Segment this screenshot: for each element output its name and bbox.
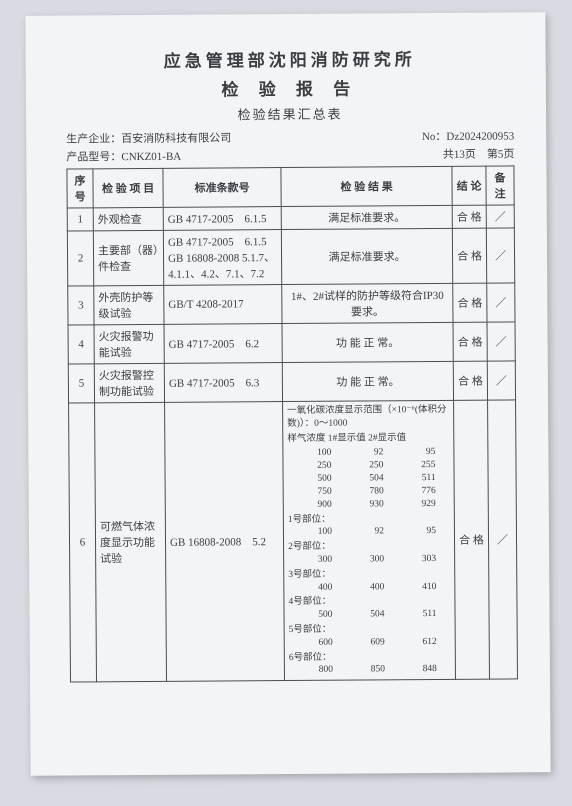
cell-remark: ／ xyxy=(486,205,514,228)
cell-item: 主要部（器）件检查 xyxy=(93,230,163,285)
cell-item: 可燃气体浓度显示功能试验 xyxy=(95,402,167,682)
model-value: CNKZ01-BA xyxy=(121,151,181,163)
row6-section-label: 4号部位： xyxy=(288,595,450,609)
row6-data-line: 750780776 xyxy=(288,485,450,499)
cell-remark: ／ xyxy=(486,228,514,283)
table-row: 3外壳防护等级试验GB/T 4208-20171#、2#试样的防护等级符合IP3… xyxy=(68,283,515,325)
cell-std: GB/T 4208-2017 xyxy=(164,285,282,325)
cell-std: GB 4717-2005 6.3 xyxy=(164,363,282,403)
row6-data-line: 1009295 xyxy=(288,525,450,539)
row6-section-label: 2号部位： xyxy=(288,540,450,554)
cell-item: 火灾报警功能试验 xyxy=(94,324,164,363)
org-title: 应急管理部沈阳消防研究所 xyxy=(66,44,514,72)
page-content: 应急管理部沈阳消防研究所 检 验 报 告 检验结果汇总表 生产企业：百安消防科技… xyxy=(25,12,550,703)
col-std: 标准条款号 xyxy=(163,168,281,208)
cell-std: GB 4717-2005 6.1.5GB 16808-2008 5.1.7、4.… xyxy=(163,230,281,286)
cell-idx: 1 xyxy=(67,208,93,231)
col-con: 结 论 xyxy=(452,166,486,205)
row6-result-block: 一氧化碳浓度显示范围（×10⁻⁶(体积分数)）：0～1000样气浓度 1#显示值… xyxy=(287,404,451,677)
col-rem: 备注 xyxy=(486,166,514,205)
col-item: 检 验 项 目 xyxy=(93,168,163,207)
cell-result: 1#、2#试样的防护等级符合IP30要求。 xyxy=(282,283,453,323)
cell-item: 外壳防护等级试验 xyxy=(94,285,164,324)
row6-section-label: 5号部位： xyxy=(289,623,451,637)
cell-remark: ／ xyxy=(487,322,515,361)
meta-row-2: 产品型号：CNKZ01-BA 共13页 第5页 xyxy=(66,145,514,164)
col-idx: 序号 xyxy=(67,169,93,208)
row6-data-line: 250250255 xyxy=(287,459,449,473)
cell-idx: 5 xyxy=(68,364,94,403)
cell-remark: ／ xyxy=(487,361,515,400)
row6-section-label: 3号部位： xyxy=(288,568,450,582)
cell-idx: 4 xyxy=(68,325,94,364)
table-row: 5火灾报警控制功能试验GB 4717-2005 6.3功 能 正 常。合 格／ xyxy=(68,361,515,403)
col-res: 检 验 结 果 xyxy=(281,166,452,206)
cell-conclusion: 合 格 xyxy=(453,322,487,361)
cell-result: 满足标准要求。 xyxy=(281,205,452,229)
cell-idx: 2 xyxy=(67,231,93,286)
table-header-row: 序号 检 验 项 目 标准条款号 检 验 结 果 结 论 备注 xyxy=(67,166,514,208)
table-row: 2主要部（器）件检查GB 4717-2005 6.1.5GB 16808-200… xyxy=(67,228,514,286)
cell-item: 外观检查 xyxy=(93,207,163,230)
pages-value: 共13页 第5页 xyxy=(443,148,515,160)
report-title: 检 验 报 告 xyxy=(66,73,514,101)
model-label: 产品型号： xyxy=(66,151,121,163)
cell-conclusion: 合 格 xyxy=(452,228,486,283)
cell-conclusion: 合 格 xyxy=(453,361,487,400)
table-body: 1外观检查GB 4717-2005 6.1.5满足标准要求。合 格／2主要部（器… xyxy=(67,205,517,682)
report-subtitle: 检验结果汇总表 xyxy=(66,102,514,124)
row6-data-line: 400400410 xyxy=(288,580,450,594)
cell-result: 满足标准要求。 xyxy=(281,228,452,284)
meta-row-1: 生产企业：百安消防科技有限公司 No：Dz2024200953 xyxy=(66,127,514,146)
table-row: 6可燃气体浓度显示功能试验GB 16808-2008 5.2一氧化碳浓度显示范围… xyxy=(69,400,518,682)
cell-result: 一氧化碳浓度显示范围（×10⁻⁶(体积分数)）：0～1000样气浓度 1#显示值… xyxy=(283,400,456,680)
scanned-page: 应急管理部沈阳消防研究所 检 验 报 告 检验结果汇总表 生产企业：百安消防科技… xyxy=(25,12,550,776)
row6-intro1: 一氧化碳浓度显示范围（×10⁻⁶(体积分数)）：0～1000 xyxy=(287,404,449,431)
row6-data-line: 600609612 xyxy=(289,636,451,650)
cell-conclusion: 合 格 xyxy=(454,400,490,679)
cell-std: GB 4717-2005 6.1.5 xyxy=(163,207,281,231)
cell-conclusion: 合 格 xyxy=(453,283,487,322)
cell-std: GB 4717-2005 6.2 xyxy=(164,324,282,364)
row6-data-line: 500504511 xyxy=(288,472,450,486)
row6-section-label: 1号部位： xyxy=(288,512,450,526)
cell-result: 功 能 正 常。 xyxy=(282,361,453,401)
cell-item: 火灾报警控制功能试验 xyxy=(94,363,164,402)
row6-data-line: 800850848 xyxy=(289,663,451,677)
cell-conclusion: 合 格 xyxy=(452,205,486,228)
cell-remark: ／ xyxy=(488,400,518,679)
maker-value: 百安消防科技有限公司 xyxy=(121,132,231,145)
maker-label: 生产企业： xyxy=(66,133,121,145)
cell-remark: ／ xyxy=(487,283,515,322)
cell-std: GB 16808-2008 5.2 xyxy=(165,402,285,682)
row6-intro2: 样气浓度 1#显示值 2#显示值 xyxy=(287,432,449,446)
table-row: 1外观检查GB 4717-2005 6.1.5满足标准要求。合 格／ xyxy=(67,205,514,231)
row6-data-line: 900930929 xyxy=(288,498,450,512)
cell-result: 功 能 正 常。 xyxy=(282,322,453,362)
results-table: 序号 检 验 项 目 标准条款号 检 验 结 果 结 论 备注 1外观检查GB … xyxy=(66,165,518,682)
docno-label: No： xyxy=(422,131,447,143)
table-row: 4火灾报警功能试验GB 4717-2005 6.2功 能 正 常。合 格／ xyxy=(68,322,515,364)
row6-section-label: 6号部位： xyxy=(289,650,451,664)
cell-idx: 3 xyxy=(68,286,94,325)
row6-data-line: 1009295 xyxy=(287,446,449,460)
row6-data-line: 500504511 xyxy=(289,608,451,622)
cell-idx: 6 xyxy=(69,403,97,682)
row6-data-line: 300300303 xyxy=(288,553,450,567)
docno-value: Dz2024200953 xyxy=(446,130,514,142)
